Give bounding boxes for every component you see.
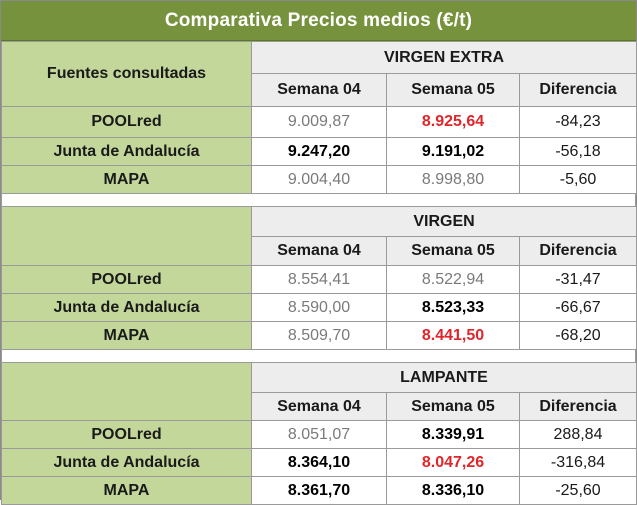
week05-value: 8.522,94 <box>386 265 520 294</box>
week04-value: 9.009,87 <box>251 106 387 138</box>
difference-value: -5,60 <box>518 165 637 194</box>
source-name: Junta de Andalucía <box>1 448 252 477</box>
table-row: POOLred 9.009,87 8.925,64 -84,23 <box>1 106 637 138</box>
difference-value: -84,23 <box>518 106 637 138</box>
column-header-week05: Semana 05 <box>386 73 520 107</box>
week04-value: 9.247,20 <box>251 137 387 166</box>
difference-value: -31,47 <box>519 265 637 294</box>
section-label: LAMPANTE <box>250 362 637 393</box>
table-row: POOLred 8.051,07 8.339,91 288,84 <box>1 420 637 449</box>
week04-value: 8.590,00 <box>251 293 387 322</box>
sources-header: Fuentes consultadas <box>1 41 252 107</box>
source-name: MAPA <box>1 476 252 505</box>
table-row: Junta de Andalucía 8.364,10 8.047,26 -31… <box>1 448 637 477</box>
sources-header-empty <box>1 362 252 421</box>
difference-value: -66,67 <box>519 293 637 322</box>
table-row: MAPA 8.361,70 8.336,10 -25,60 <box>1 476 637 505</box>
section-label: VIRGEN EXTRA <box>250 41 637 74</box>
section-spacer <box>1 350 636 362</box>
table-row: MAPA 9.004,40 8.998,80 -5,60 <box>1 165 637 194</box>
week04-value: 9.004,40 <box>251 165 387 194</box>
table-title: Comparativa Precios medios (€/t) <box>1 1 636 41</box>
source-name: MAPA <box>1 321 252 350</box>
difference-value: -68,20 <box>519 321 637 350</box>
week04-value: 8.364,10 <box>251 448 387 477</box>
week05-value: 8.339,91 <box>386 420 520 449</box>
week05-value: 8.523,33 <box>386 293 520 322</box>
difference-value: -316,84 <box>518 448 637 477</box>
column-header-difference: Diferencia <box>519 236 637 266</box>
source-name: Junta de Andalucía <box>1 137 252 166</box>
table-row: MAPA 8.509,70 8.441,50 -68,20 <box>1 321 637 350</box>
column-header-week04: Semana 04 <box>251 236 387 266</box>
week04-value: 8.509,70 <box>251 321 387 350</box>
source-name: Junta de Andalucía <box>1 293 252 322</box>
source-name: POOLred <box>1 420 252 449</box>
week05-value: 9.191,02 <box>386 137 520 166</box>
table-row: POOLred 8.554,41 8.522,94 -31,47 <box>1 265 637 294</box>
week04-value: 8.361,70 <box>251 476 387 505</box>
column-header-difference: Diferencia <box>518 73 637 107</box>
table-row: Junta de Andalucía 9.247,20 9.191,02 -56… <box>1 137 637 166</box>
source-name: POOLred <box>1 265 252 294</box>
source-name: POOLred <box>1 106 252 138</box>
week05-value: 8.998,80 <box>386 165 520 194</box>
week04-value: 8.051,07 <box>251 420 387 449</box>
table-row: Junta de Andalucía 8.590,00 8.523,33 -66… <box>1 293 637 322</box>
column-header-week05: Semana 05 <box>386 236 520 266</box>
section-lampante: LAMPANTE Semana 04 Semana 05 Diferencia … <box>1 362 637 505</box>
column-header-difference: Diferencia <box>518 392 637 421</box>
week05-value: 8.047,26 <box>386 448 520 477</box>
week05-value: 8.925,64 <box>386 106 520 138</box>
section-virgen: VIRGEN Semana 04 Semana 05 Diferencia PO… <box>1 206 637 350</box>
difference-value: -25,60 <box>518 476 637 505</box>
section-spacer <box>1 194 636 206</box>
week05-value: 8.336,10 <box>386 476 520 505</box>
week05-value: 8.441,50 <box>386 321 520 350</box>
section-virgen-extra: Fuentes consultadas VIRGEN EXTRA Semana … <box>1 41 637 194</box>
column-header-week05: Semana 05 <box>386 392 520 421</box>
column-header-week04: Semana 04 <box>251 73 387 107</box>
source-name: MAPA <box>1 165 252 194</box>
week04-value: 8.554,41 <box>251 265 387 294</box>
difference-value: 288,84 <box>518 420 637 449</box>
difference-value: -56,18 <box>518 137 637 166</box>
column-header-week04: Semana 04 <box>251 392 387 421</box>
sources-header-empty <box>1 206 252 266</box>
section-label: VIRGEN <box>251 206 637 237</box>
